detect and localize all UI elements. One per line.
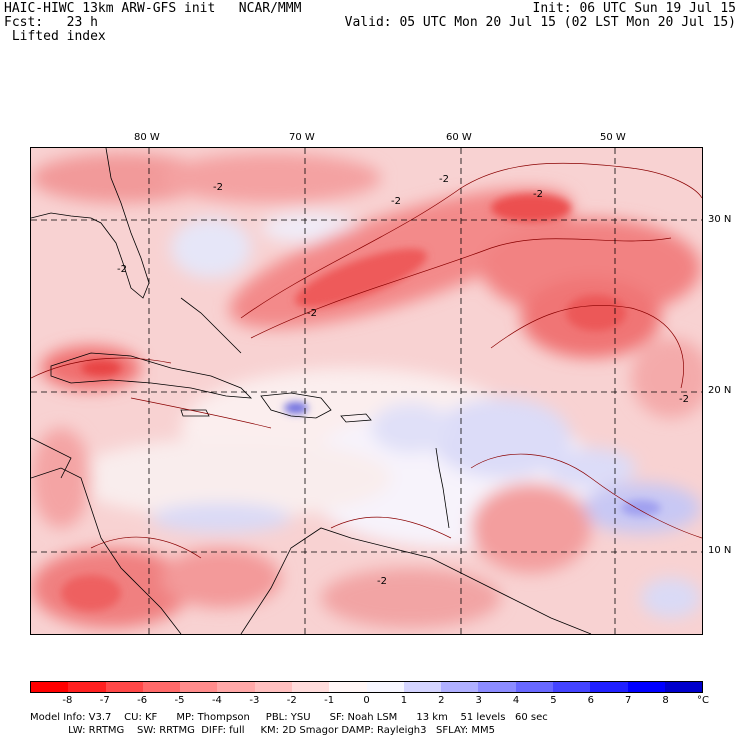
colorbar-tick-label: -5 — [174, 695, 185, 706]
lifted-index-map: -2 -2 -2 -2 -2 -2 -2 -2 — [30, 147, 703, 635]
contour-labels: -2 -2 -2 -2 -2 -2 -2 -2 — [117, 174, 689, 587]
colorbar-tick-label: 8 — [662, 695, 669, 706]
colorbar-swatch — [590, 682, 628, 692]
colorbar-tick-label: 1 — [400, 695, 408, 706]
forecast-hour: Fcst: 23 h — [4, 15, 98, 30]
colorbar-tick-label: 0 — [363, 695, 370, 706]
model-info-line1: Model Info: V3.7 CU: KF MP: Thompson PBL… — [30, 712, 548, 723]
colorbar-unit: °C — [697, 695, 709, 706]
colorbar-swatch — [627, 682, 665, 692]
colorbar-tick-label: -8 — [62, 695, 73, 706]
lat-label-10n: 10 N — [708, 545, 732, 556]
colorbar-tick-label: 5 — [550, 695, 557, 706]
map-svg: -2 -2 -2 -2 -2 -2 -2 -2 — [31, 148, 702, 634]
colorbar-swatch — [105, 682, 143, 692]
contour-label: -2 — [213, 182, 223, 193]
lon-label-70w: 70 W — [289, 132, 315, 143]
contour-label: -2 — [377, 576, 387, 587]
field-shading — [31, 153, 702, 628]
colorbar-tick-label: -6 — [137, 695, 148, 706]
contour-label: -2 — [391, 196, 401, 207]
colorbar-swatch — [515, 682, 553, 692]
colorbar-tick-label: -4 — [211, 695, 222, 706]
colorbar-tick-label: 6 — [587, 695, 595, 706]
colorbar-tick-label: -3 — [249, 695, 260, 706]
contours — [31, 162, 702, 559]
colorbar-swatch — [217, 682, 255, 692]
colorbar-tick-label: 2 — [438, 695, 445, 706]
field-shading-strong — [61, 194, 661, 611]
colorbar-tick-label: -2 — [286, 695, 297, 706]
colorbar-swatch — [441, 682, 479, 692]
colorbar-tick-label: -7 — [99, 695, 110, 706]
header-right: Init: 06 UTC Sun 19 Jul 15 Valid: 05 UTC … — [345, 2, 736, 30]
colorbar-swatch — [403, 682, 442, 692]
lat-label-20n: 20 N — [708, 385, 732, 396]
colorbar-swatch — [68, 682, 106, 692]
lon-label-80w: 80 W — [134, 132, 160, 143]
colorbar-tick-label: 4 — [512, 695, 520, 706]
model-title: HAIC-HIWC 13km ARW-GFS init NCAR/MMM — [4, 1, 302, 16]
model-info-line2: LW: RRTMG SW: RRTMG DIFF: full KM: 2D Sm… — [30, 725, 495, 736]
colorbar-swatch — [329, 682, 367, 692]
contour-label: -2 — [533, 189, 543, 200]
colorbar-swatch — [366, 682, 404, 692]
colorbar-tick-label: -1 — [324, 695, 335, 706]
field-name: Lifted index — [4, 29, 106, 44]
contour-label: -2 — [439, 174, 449, 185]
valid-time: Valid: 05 UTC Mon 20 Jul 15 (02 LST Mon … — [344, 15, 736, 30]
colorbar-swatch — [254, 682, 292, 692]
colorbar-tick-label: 7 — [625, 695, 632, 706]
colorbar-swatch — [142, 682, 181, 692]
graticule — [31, 148, 702, 634]
coastlines — [31, 148, 592, 634]
contour-label: -2 — [679, 394, 689, 405]
colorbar-swatch — [552, 682, 591, 692]
colorbar-swatch — [291, 682, 330, 692]
colorbar-swatch — [664, 682, 703, 692]
colorbar-swatch — [478, 682, 516, 692]
lat-label-30n: 30 N — [708, 214, 732, 225]
colorbar — [30, 681, 703, 693]
contour-label: -2 — [117, 264, 127, 275]
colorbar-tick-label: 3 — [475, 695, 482, 706]
contour-label: -2 — [307, 308, 317, 319]
header-left: HAIC-HIWC 13km ARW-GFS init NCAR/MMM Fcst… — [4, 2, 301, 44]
init-time: Init: 06 UTC Sun 19 Jul 15 — [532, 1, 737, 16]
lon-label-50w: 50 W — [600, 132, 626, 143]
colorbar-swatch — [180, 682, 218, 692]
lon-label-60w: 60 W — [446, 132, 472, 143]
colorbar-swatch — [31, 682, 69, 692]
